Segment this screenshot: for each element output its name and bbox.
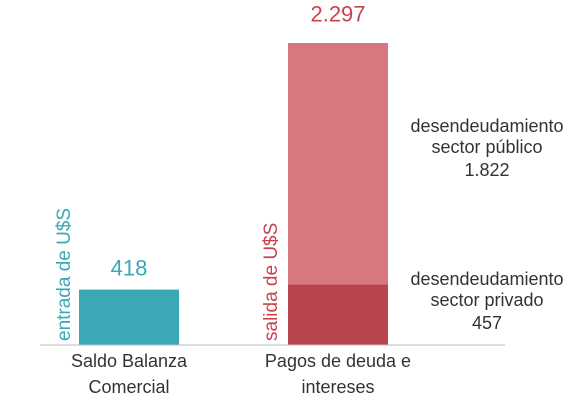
value-label: 418: [111, 255, 148, 280]
value-label: 1.822: [464, 160, 509, 180]
x-tick-label: Pagos de deuda e: [265, 351, 411, 371]
series-label: desendeudamiento: [410, 116, 563, 136]
total-label: 2.297: [310, 1, 365, 26]
x-tick-label: Saldo Balanza: [71, 351, 188, 371]
series-label: sector privado: [430, 290, 543, 310]
series-label: sector público: [431, 137, 542, 157]
series-label: entrada de U$S: [54, 208, 75, 341]
bar-segment: [288, 43, 388, 285]
bar-annotation: salida de U$S: [261, 223, 282, 341]
x-tick-label: Comercial: [88, 377, 169, 397]
bar-segment: [79, 289, 179, 345]
series-label: desendeudamiento: [410, 269, 563, 289]
x-tick-label: intereses: [301, 377, 374, 397]
value-label: 457: [472, 313, 502, 333]
bar-segment: [288, 284, 388, 345]
